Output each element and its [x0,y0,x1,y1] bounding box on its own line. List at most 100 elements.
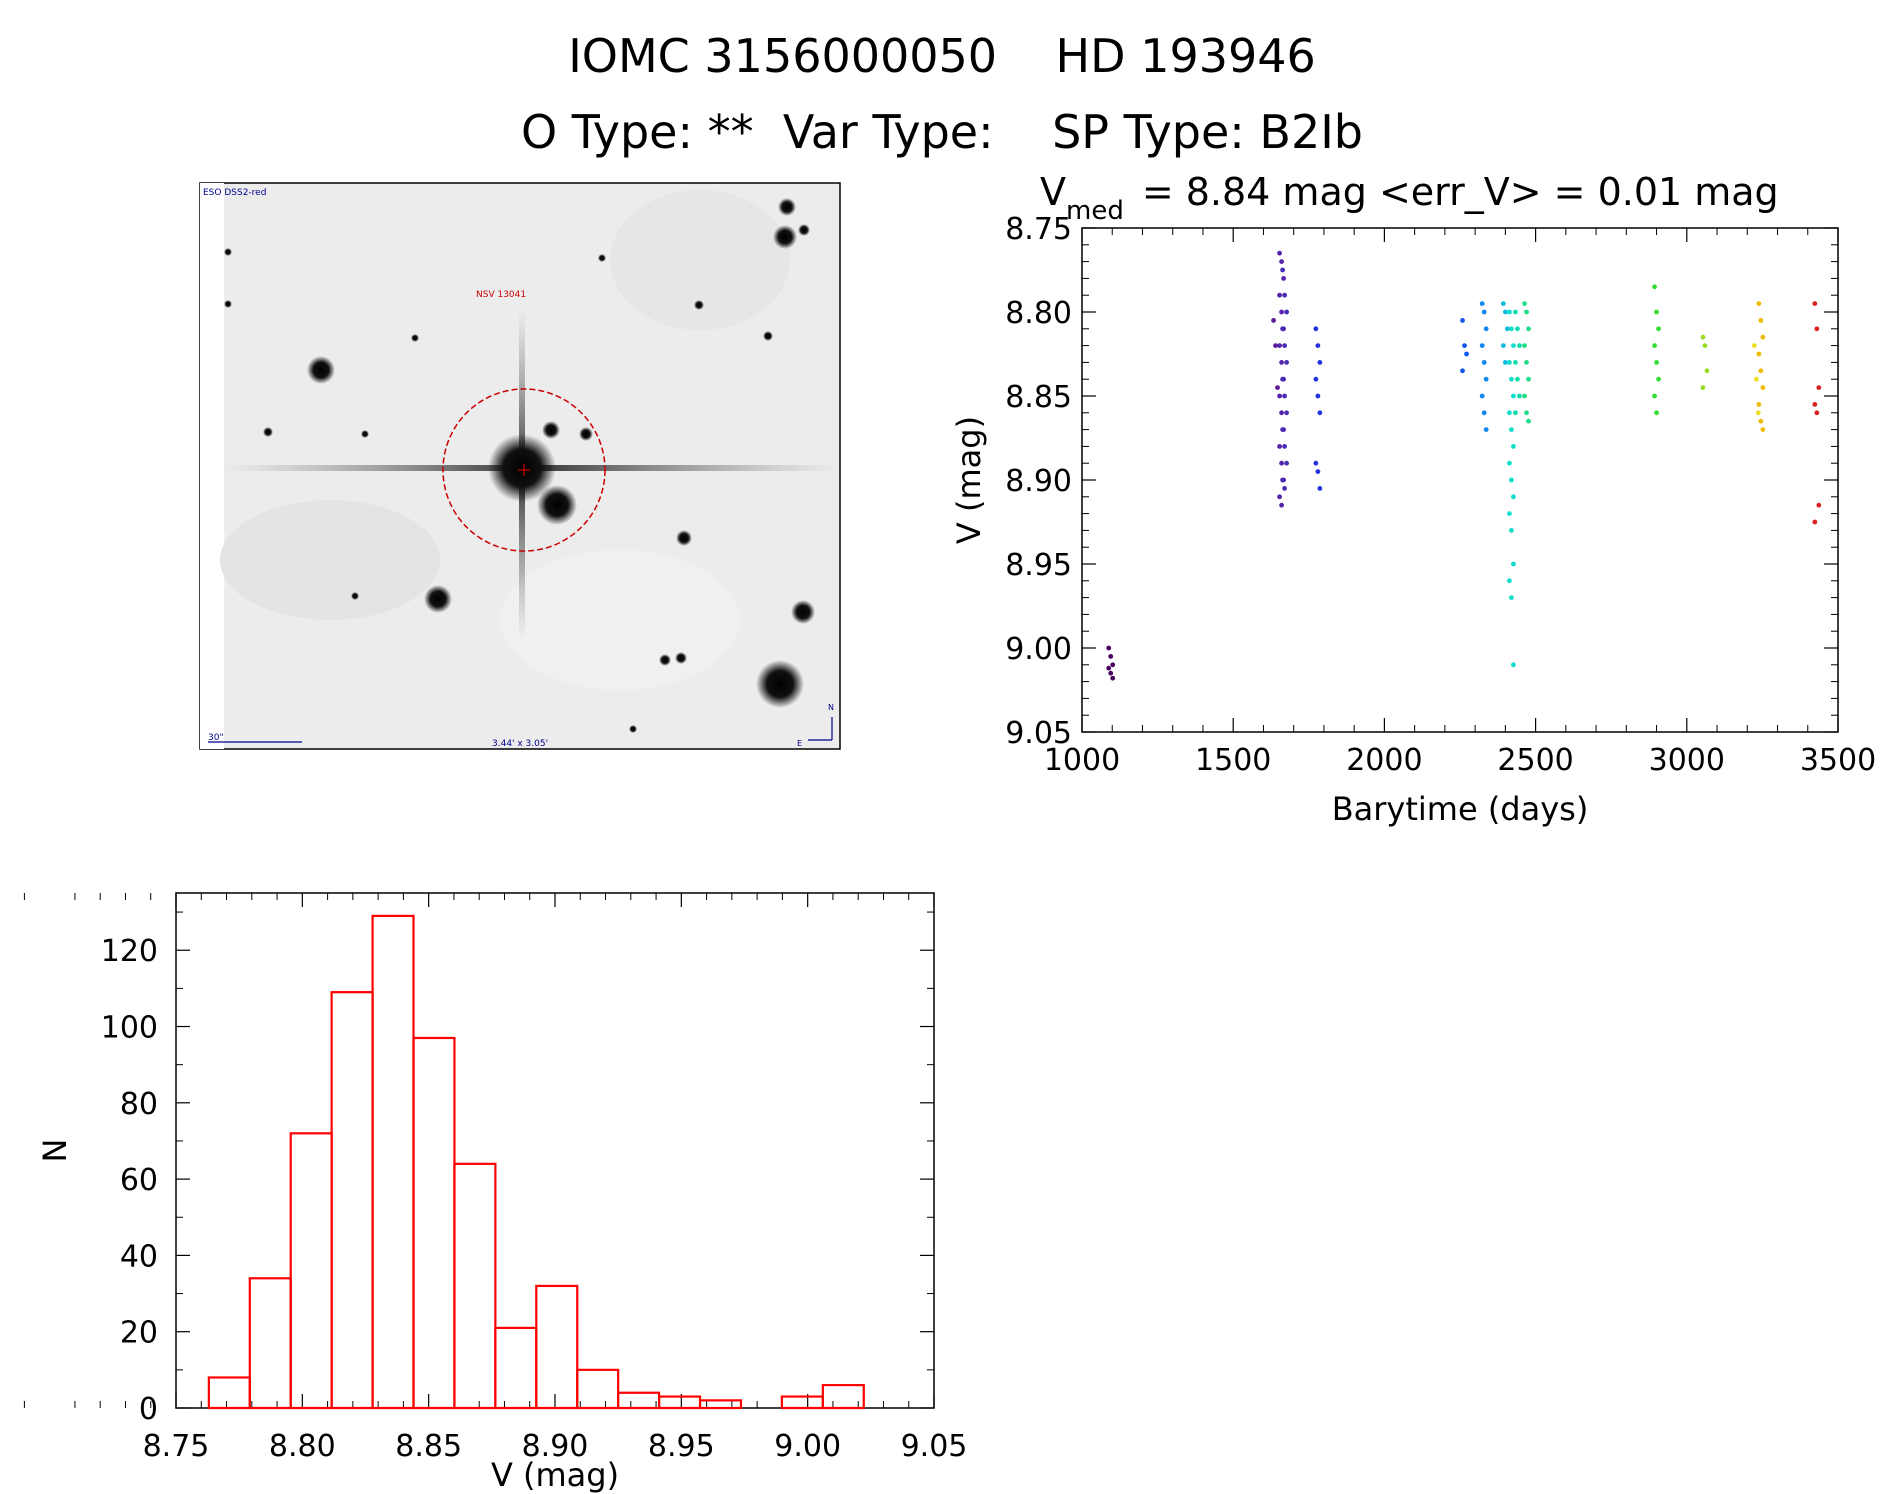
data-point [1317,360,1323,365]
y-tick-label: 9.05 [1005,716,1072,751]
star [659,654,671,666]
histogram-bar [330,991,374,1410]
star [694,300,704,310]
y-tick-label: 20 [120,1316,158,1351]
data-point [1524,360,1529,365]
star [307,356,335,384]
data-point [1483,326,1489,332]
data-point [1812,402,1818,407]
data-point [1511,444,1516,449]
data-point [1509,477,1514,483]
data-point [1277,494,1282,500]
data-point [1479,343,1485,348]
star [537,485,577,525]
data-point [1509,376,1514,382]
data-point [1511,393,1516,399]
histogram-bar [617,1391,661,1410]
star [791,600,815,624]
data-point [1524,309,1529,315]
data-point [1513,360,1518,365]
x-tick-label: 8.75 [143,1429,210,1464]
data-point [1282,292,1288,298]
data-point [1479,301,1485,306]
data-point [1281,276,1286,281]
data-point [1315,393,1321,399]
y-tick-label: 0 [139,1392,158,1427]
data-point [1279,309,1284,315]
data-point [1704,368,1710,374]
data-point [1656,376,1661,382]
data-point [1277,343,1282,348]
data-point [1526,326,1531,332]
data-point [1108,670,1114,676]
histogram-bar [698,1399,743,1410]
data-point [1500,343,1506,348]
target-label: NSV 13041 [476,290,526,300]
data-point [1280,427,1286,432]
data-point [1315,469,1321,474]
y-tick-label: 120 [101,934,158,969]
data-point [1313,460,1319,466]
data-point [1464,351,1469,357]
data-point [1277,444,1282,449]
data-point [1280,376,1286,382]
data-point [1509,528,1514,533]
y-tick-label: 8.80 [1005,296,1072,331]
star [598,254,606,262]
data-point [1700,385,1706,390]
data-point [1280,326,1286,332]
data-point [1106,665,1112,671]
data-point [1517,343,1522,348]
x-tick-label: 9.00 [774,1429,841,1464]
data-point [1108,654,1114,659]
data-point [1284,460,1290,466]
data-point [1511,662,1516,668]
data-point [1814,326,1820,332]
y-tick-label: 100 [101,1011,158,1046]
data-point [1507,410,1512,416]
data-point [1279,460,1284,466]
data-point [1816,385,1822,390]
data-point [1279,410,1284,416]
y-axis-label: V (mag) [950,416,988,544]
data-point [1509,595,1514,600]
x-tick-label: 8.85 [395,1429,462,1464]
data-point [1524,410,1529,416]
x-tick-label: 1500 [1195,743,1271,778]
data-point [1507,511,1512,516]
finder-chart: ESO DSS2-red NSV 13041 30" 3.44' x 3.05'… [199,182,841,750]
data-point [1756,402,1762,407]
data-point [1483,376,1489,382]
data-point [1284,360,1290,365]
data-point [1511,343,1516,348]
data-point [1700,334,1706,340]
data-point [1317,486,1323,491]
data-point [1513,309,1518,315]
data-point [1273,343,1278,348]
data-point [1313,376,1319,382]
data-point [1317,410,1323,416]
y-tick-label: 40 [120,1239,158,1274]
data-point [1507,309,1512,315]
data-point [1110,675,1116,681]
data-point [1515,326,1520,332]
data-point [1652,343,1657,348]
y-tick-label: 8.95 [1005,548,1072,583]
north-label: N [828,703,834,712]
star [773,225,797,249]
sky-blotch [610,190,790,330]
data-point [1277,393,1282,399]
data-point [1279,259,1284,264]
data-point [1515,376,1520,382]
y-tick-label: 8.85 [1005,380,1072,415]
data-point [1652,393,1657,399]
data-point [1502,309,1508,315]
x-tick-label: 8.95 [648,1429,715,1464]
histogram-bar [780,1395,824,1410]
data-point [1758,418,1764,424]
data-point [1279,502,1284,508]
data-point [1513,410,1518,416]
star [224,300,232,308]
data-point [1481,410,1487,416]
histogram-bar [576,1368,620,1410]
